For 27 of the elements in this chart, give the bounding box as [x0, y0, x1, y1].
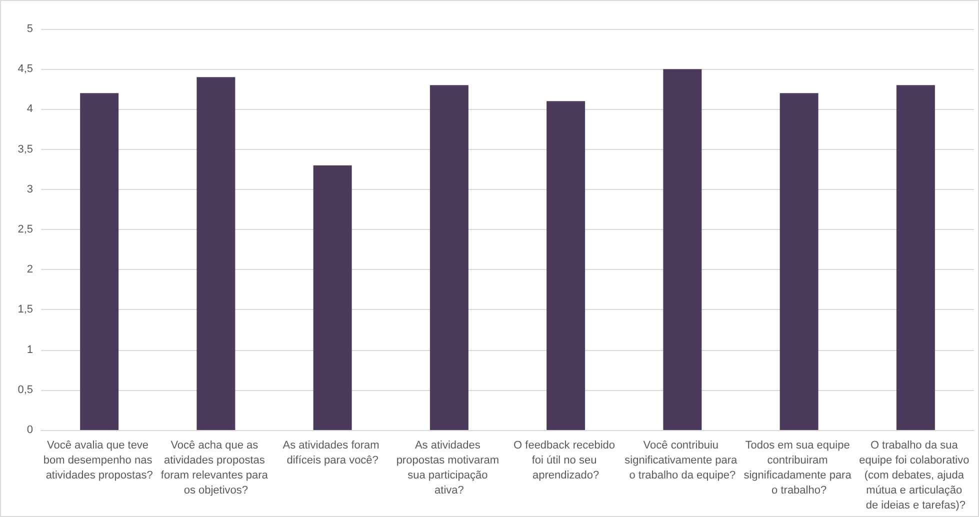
bar — [196, 77, 236, 430]
bar — [313, 165, 352, 430]
y-tick-label: 1,5 — [18, 304, 33, 316]
bar — [780, 93, 818, 430]
bar — [80, 93, 119, 430]
x-tick-label: Você acha que as atividades propostas foram relevantes para os objetivos? — [160, 440, 271, 496]
y-tick-label: 2,5 — [18, 224, 33, 236]
x-tick-label: Todos em sua equipe contribuiram significadamente para o trabalho? — [744, 440, 854, 496]
y-tick-label: 4,5 — [18, 63, 33, 76]
y-tick-label: 2 — [26, 264, 33, 276]
bar — [546, 101, 586, 430]
y-tick-label: 3 — [26, 183, 33, 196]
y-tick-label: 3,5 — [18, 143, 33, 156]
y-tick-label: 1 — [26, 344, 33, 356]
y-tick-label: 0 — [26, 424, 33, 436]
x-tick-label: Você avalia que teve bom desempenho nas atividades propostas? — [43, 440, 156, 482]
bar — [430, 85, 468, 430]
x-tick-label: Você contribuiu significativamente para o trabalho da equipe? — [624, 440, 740, 482]
bar — [896, 85, 935, 430]
bar — [663, 69, 702, 430]
x-tick-label: As atividades foram difíceis para você? — [282, 440, 382, 466]
y-tick-label: 0,5 — [18, 384, 33, 396]
x-tick-label: O feedback recebido foi útil no seu aprendizado? — [514, 440, 618, 482]
y-tick-label: 5 — [26, 23, 33, 35]
x-tick-label: O trabalho da sua equipe foi colaborativo (com debates, ajuda mútua e articulação de ideias e tarefas)? — [859, 440, 972, 512]
x-tick-label: As atividades propostas motivaram sua participação ativa? — [396, 440, 502, 496]
y-tick-label: 4 — [26, 103, 33, 116]
